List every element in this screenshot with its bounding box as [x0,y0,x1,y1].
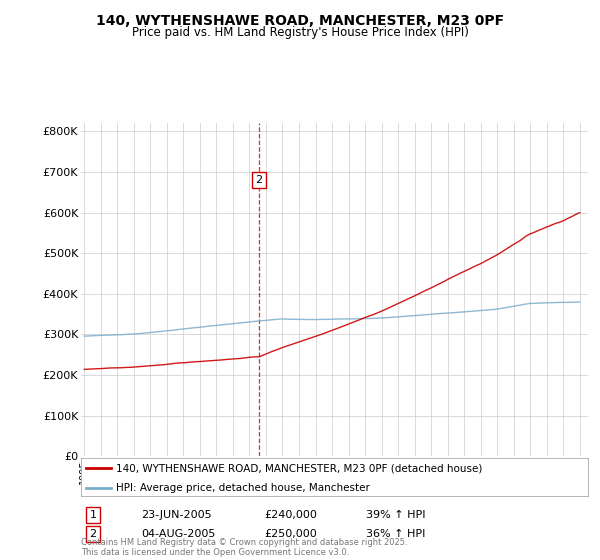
Text: Contains HM Land Registry data © Crown copyright and database right 2025.
This d: Contains HM Land Registry data © Crown c… [81,538,407,557]
Text: £240,000: £240,000 [264,510,317,520]
Text: Price paid vs. HM Land Registry's House Price Index (HPI): Price paid vs. HM Land Registry's House … [131,26,469,39]
Text: 140, WYTHENSHAWE ROAD, MANCHESTER, M23 0PF: 140, WYTHENSHAWE ROAD, MANCHESTER, M23 0… [96,14,504,28]
Text: 1: 1 [89,510,97,520]
Text: 2: 2 [256,175,263,185]
Text: 36% ↑ HPI: 36% ↑ HPI [366,529,425,539]
Text: 140, WYTHENSHAWE ROAD, MANCHESTER, M23 0PF (detached house): 140, WYTHENSHAWE ROAD, MANCHESTER, M23 0… [116,463,483,473]
Text: 23-JUN-2005: 23-JUN-2005 [141,510,212,520]
Text: 39% ↑ HPI: 39% ↑ HPI [366,510,425,520]
Text: £250,000: £250,000 [264,529,317,539]
Text: HPI: Average price, detached house, Manchester: HPI: Average price, detached house, Manc… [116,483,370,493]
Text: 2: 2 [89,529,97,539]
Text: 04-AUG-2005: 04-AUG-2005 [141,529,215,539]
